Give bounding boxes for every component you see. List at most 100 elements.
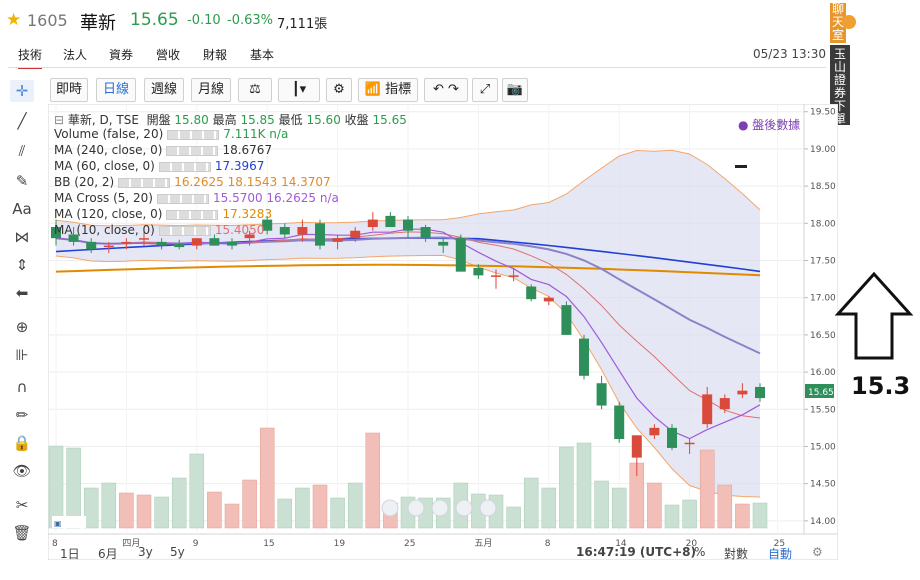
candle-body [420, 227, 431, 239]
section-tabs: 技術 法人 資券 營收 財報 基本 [8, 44, 828, 69]
volume-bar [277, 498, 293, 529]
lock-icon[interactable]: 🔒 [12, 434, 32, 452]
legend-low-label: 最低 [278, 113, 303, 127]
auto-scale-toggle[interactable]: 自動 [768, 547, 793, 561]
hide-drawings-eye-icon[interactable]: 👁 [12, 462, 32, 480]
candle-body [209, 238, 220, 246]
range-6m-button[interactable]: 6月 [98, 547, 118, 561]
pattern-tool-icon[interactable]: ⋈ [14, 228, 30, 246]
tab-basic[interactable]: 基本 [250, 48, 275, 62]
remove-tools-icon[interactable]: ✂ [15, 496, 29, 514]
daily-button[interactable]: 日線 [96, 78, 136, 102]
range-1d-button[interactable]: 1日 [60, 547, 80, 561]
indicators-label: 指標 [385, 82, 412, 97]
volume-bar [559, 446, 574, 529]
legend-row-macross[interactable]: MA Cross (5, 20) 15.5700 16.2625 n/a [54, 191, 339, 207]
candle-body [684, 442, 695, 445]
crosshair-icon[interactable]: ✛ [10, 80, 34, 102]
legend-row-ma120[interactable]: MA (120, close, 0) 17.3283 [54, 207, 272, 223]
magnet-icon[interactable]: ∩ [16, 378, 28, 396]
range-3y-button[interactable]: 3y [138, 545, 153, 559]
trade-volume: 7,111張 [277, 17, 328, 32]
legend-row-ma60[interactable]: MA (60, close, 0) 17.3967 [54, 159, 264, 175]
volume-bar [347, 482, 363, 529]
scroll-right-button[interactable] [479, 499, 497, 517]
tab-margin[interactable]: 資券 [109, 48, 134, 62]
trash-icon[interactable]: 🗑 [12, 524, 32, 542]
annotation-target-price: 15.3 [851, 372, 911, 400]
candle-body [68, 234, 79, 242]
price-tick-label: 18.00 [810, 219, 836, 229]
legend-row-controls-icon[interactable] [158, 225, 211, 236]
legend-row-controls-icon[interactable] [166, 209, 219, 220]
candle-body [403, 219, 413, 231]
undo-redo-icon[interactable]: ↶ ↷ [424, 78, 468, 102]
snapshot-camera-icon[interactable]: 📷 [502, 78, 528, 102]
intraday-button[interactable]: 即時 [50, 78, 88, 102]
chat-indicator-icon [842, 15, 856, 29]
brush-icon[interactable]: ✎ [15, 172, 29, 190]
legend-row-ma10[interactable]: MA (10, close, 0) 15.4050 [54, 223, 264, 239]
indicators-button[interactable]: 📶 指標 [358, 78, 418, 102]
fullscreen-icon[interactable]: ⤢ [472, 78, 498, 102]
trend-line-icon[interactable]: ╱ [17, 112, 27, 130]
chat-room-button[interactable]: 聊天室 [830, 2, 846, 43]
volume-bars [48, 427, 768, 529]
volume-bar [83, 487, 99, 529]
range-5y-button[interactable]: 5y [170, 545, 185, 559]
text-tool-icon[interactable]: Aa [12, 200, 32, 218]
monthly-button[interactable]: 月線 [191, 78, 231, 102]
axis-settings-gear-icon[interactable]: ⚙ [812, 545, 823, 559]
ma120-line [55, 263, 761, 277]
tab-technical[interactable]: 技術 [18, 46, 43, 69]
tab-institutional[interactable]: 法人 [63, 48, 88, 62]
time-tick-label: 20 [686, 539, 698, 549]
weekly-button[interactable]: 週線 [144, 78, 184, 102]
reset-button[interactable] [431, 499, 449, 517]
ruler-icon[interactable]: ⊪ [15, 346, 29, 364]
legend-row-volume[interactable]: Volume (false, 20) 7.111K n/a [54, 127, 288, 143]
price-tick-label: 14.00 [810, 517, 836, 527]
last-price-tag [805, 384, 834, 398]
price-tick-label: 15.50 [810, 405, 836, 415]
tab-financials[interactable]: 財報 [203, 48, 228, 62]
legend-row-controls-icon[interactable] [156, 193, 209, 204]
lock-drawings-pencil-icon[interactable]: ✏ [15, 406, 29, 424]
percent-scale-toggle[interactable]: % [694, 545, 706, 559]
tab-revenue[interactable]: 營收 [156, 48, 181, 62]
volume-bar [259, 427, 275, 529]
candle-body [614, 405, 625, 440]
drawing-tools-panel: ✛ ╱ ⫽ ✎ Aa ⋈ ⇕ ⬅ ⊕ ⊪ ∩ ✏ 🔒 👁 ✂ 🗑 [0, 76, 44, 546]
legend-row-controls-icon[interactable] [166, 145, 219, 156]
price-tick-label: 16.50 [810, 331, 836, 341]
arrow-left-icon[interactable]: ⬅ [15, 284, 29, 302]
legend-row-controls-icon[interactable] [158, 161, 211, 172]
compare-scale-icon[interactable]: ⚖ [238, 78, 272, 102]
after-hours-data-link[interactable]: ● 盤後數據 [738, 118, 801, 132]
collapse-legend-icon[interactable]: ⊟ [54, 113, 65, 127]
fib-tool-icon[interactable]: ⫽ [18, 142, 26, 160]
zoom-in-button[interactable] [455, 499, 473, 517]
log-scale-toggle[interactable]: 對數 [724, 547, 749, 561]
candle-body [227, 241, 237, 246]
time-tick-label: 25 [404, 539, 415, 549]
legend-row-label: MA (120, close, 0) [54, 207, 163, 221]
legend-row-label: BB (20, 2) [54, 175, 115, 189]
settings-gear-icon[interactable]: ⚙ [326, 78, 352, 102]
candle-body [315, 223, 325, 246]
legend-row-controls-icon[interactable] [167, 129, 220, 140]
chart-style-icon[interactable]: ┃▾ [278, 78, 320, 102]
zoom-out-button[interactable] [407, 499, 425, 517]
favorite-star-icon[interactable]: ★ [6, 10, 22, 30]
zoom-in-icon[interactable]: ⊕ [15, 318, 29, 336]
measure-tool-icon[interactable]: ⇕ [15, 256, 29, 274]
legend-row-controls-icon[interactable] [118, 177, 171, 188]
scroll-left-button[interactable] [381, 499, 399, 517]
legend-row-ma240[interactable]: MA (240, close, 0) 18.6767 [54, 143, 272, 159]
volume-bar [365, 432, 381, 529]
scroll-controls[interactable] [381, 499, 497, 517]
legend-row-bb[interactable]: BB (20, 2) 16.2625 18.1543 14.3707 [54, 175, 331, 191]
price-chart[interactable]: 19.50 19.00 18.50 18.00 17.50 17.00 16.50 16.00… [48, 104, 838, 560]
candle-body [508, 275, 519, 277]
legend-high: 15.85 [240, 113, 275, 127]
